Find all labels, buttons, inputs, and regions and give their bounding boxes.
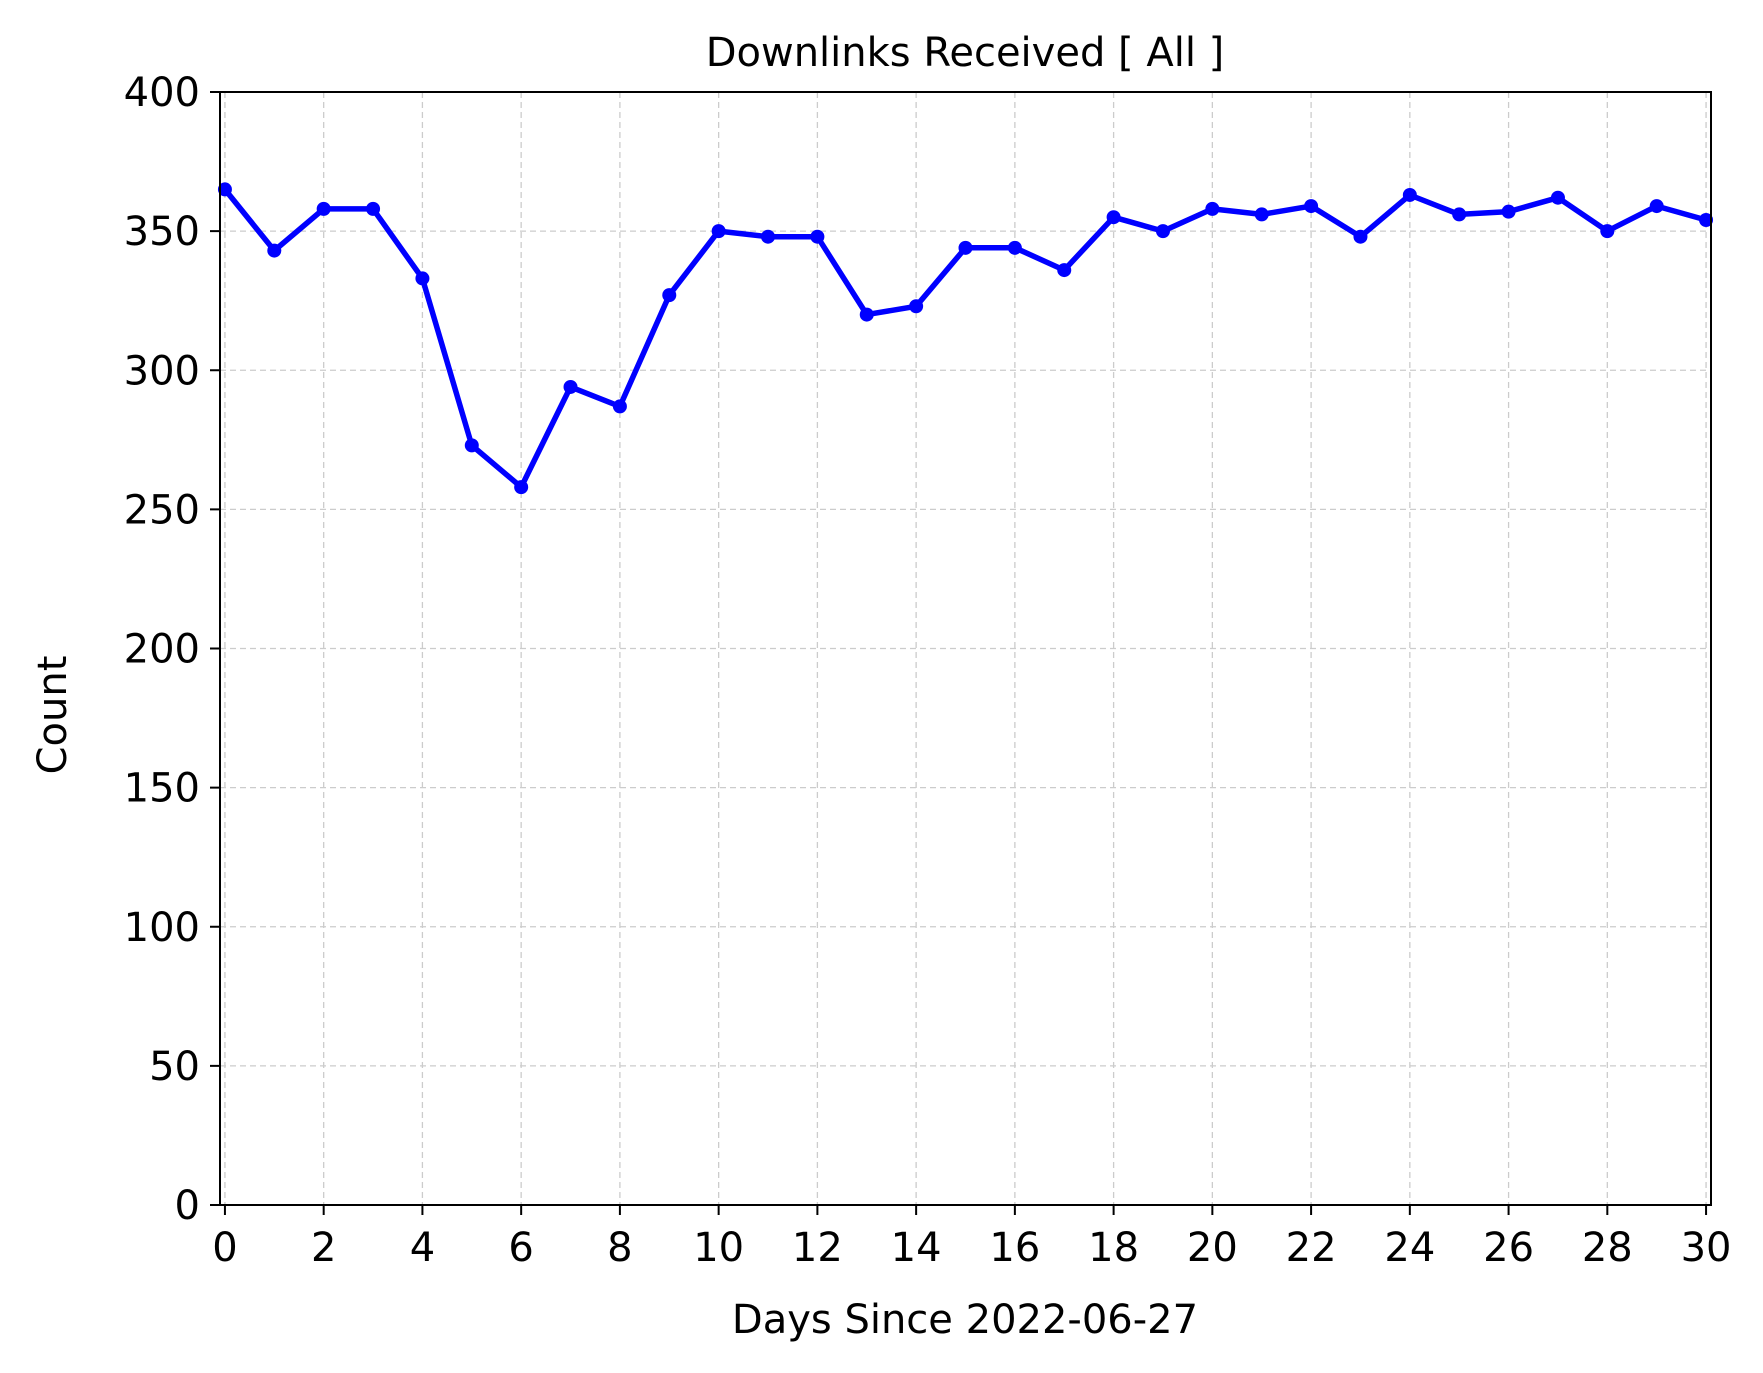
x-tick-label: 2 xyxy=(311,1225,336,1271)
data-point xyxy=(415,271,430,286)
data-point xyxy=(761,229,776,244)
data-point xyxy=(1452,207,1467,222)
data-point xyxy=(1699,212,1714,227)
x-axis-title: Days Since 2022-06-27 xyxy=(732,1297,1198,1343)
data-point xyxy=(1205,201,1220,216)
x-tick-label: 18 xyxy=(1088,1225,1139,1271)
data-point xyxy=(316,201,331,216)
data-point xyxy=(1254,207,1269,222)
y-tick-label: 250 xyxy=(124,487,200,533)
y-tick-label: 300 xyxy=(124,348,200,394)
data-point xyxy=(1649,199,1664,214)
y-axis-ticks: 0 50 100 150 200 250 300 350 400 xyxy=(124,70,220,1229)
data-point xyxy=(859,307,874,322)
data-point xyxy=(217,182,232,197)
y-tick-label: 100 xyxy=(124,905,200,951)
axes-frame xyxy=(219,91,1712,1206)
x-tick-label: 8 xyxy=(607,1225,632,1271)
data-point xyxy=(711,224,726,239)
data-point xyxy=(810,229,825,244)
x-tick-label: 28 xyxy=(1582,1225,1633,1271)
x-axis-ticks: 0 2 4 6 8 10 12 14 16 18 20 22 24 26 28 30 xyxy=(212,1205,1732,1271)
data-point xyxy=(612,399,627,414)
y-tick-label: 0 xyxy=(175,1183,200,1229)
y-tick-label: 350 xyxy=(124,209,200,255)
x-tick-label: 30 xyxy=(1681,1225,1732,1271)
x-tick-label: 14 xyxy=(891,1225,942,1271)
data-point xyxy=(366,201,381,216)
series-layer xyxy=(217,182,1714,495)
data-point xyxy=(1501,204,1516,219)
data-point xyxy=(1402,187,1417,202)
y-tick-label: 150 xyxy=(124,766,200,812)
data-point xyxy=(1550,190,1565,205)
x-tick-label: 24 xyxy=(1384,1225,1435,1271)
x-tick-label: 12 xyxy=(792,1225,843,1271)
data-point xyxy=(1106,210,1121,225)
x-tick-label: 0 xyxy=(212,1225,237,1271)
data-point xyxy=(1600,224,1615,239)
x-tick-label: 10 xyxy=(693,1225,744,1271)
data-point xyxy=(514,480,529,495)
grid-lines xyxy=(220,91,1711,1206)
x-tick-label: 22 xyxy=(1286,1225,1337,1271)
chart-title: Downlinks Received [ All ] xyxy=(706,30,1225,76)
data-point xyxy=(1155,224,1170,239)
x-tick-label: 6 xyxy=(508,1225,533,1271)
data-point xyxy=(662,288,677,303)
data-point xyxy=(464,438,479,453)
data-point xyxy=(1007,240,1022,255)
y-tick-label: 200 xyxy=(124,627,200,673)
data-point xyxy=(1353,229,1368,244)
data-point xyxy=(909,299,924,314)
x-tick-label: 26 xyxy=(1483,1225,1534,1271)
y-tick-label: 50 xyxy=(149,1044,200,1090)
x-tick-label: 16 xyxy=(989,1225,1040,1271)
x-tick-label: 4 xyxy=(410,1225,435,1271)
series-line xyxy=(222,187,1707,490)
x-tick-label: 20 xyxy=(1187,1225,1238,1271)
y-tick-label: 400 xyxy=(124,70,200,116)
y-axis-title: Count xyxy=(30,656,76,775)
data-point xyxy=(958,240,973,255)
data-point xyxy=(267,243,282,258)
data-point xyxy=(1304,199,1319,214)
data-point xyxy=(1057,263,1072,278)
data-point xyxy=(563,379,578,394)
